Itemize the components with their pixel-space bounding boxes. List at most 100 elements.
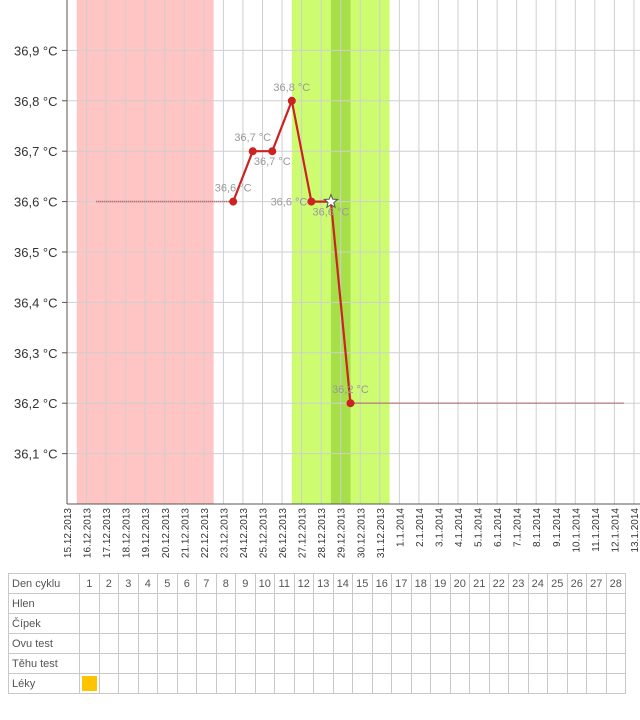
day-cell[interactable]: 3 — [118, 573, 139, 594]
day-cell[interactable] — [586, 633, 607, 654]
day-cell[interactable] — [274, 613, 295, 634]
day-cell[interactable] — [508, 673, 529, 694]
day-cell[interactable] — [254, 673, 275, 694]
day-cell[interactable] — [176, 633, 197, 654]
day-cell[interactable] — [488, 613, 509, 634]
day-cell[interactable]: 22 — [488, 573, 509, 594]
day-cell[interactable] — [566, 653, 587, 674]
day-cell[interactable] — [469, 633, 490, 654]
day-cell[interactable] — [98, 673, 119, 694]
day-cell[interactable] — [391, 633, 412, 654]
day-cell[interactable] — [391, 613, 412, 634]
day-cell[interactable] — [137, 593, 158, 614]
day-cell[interactable] — [176, 613, 197, 634]
day-cell[interactable] — [371, 633, 392, 654]
day-cell[interactable] — [176, 653, 197, 674]
day-cell[interactable] — [137, 613, 158, 634]
day-cell[interactable] — [566, 593, 587, 614]
day-cell[interactable] — [293, 653, 314, 674]
day-cell[interactable] — [488, 633, 509, 654]
day-cell[interactable] — [508, 633, 529, 654]
day-cell[interactable] — [605, 613, 626, 634]
day-cell[interactable] — [79, 593, 100, 614]
day-cell[interactable] — [371, 613, 392, 634]
day-cell[interactable] — [196, 593, 217, 614]
day-cell[interactable] — [293, 673, 314, 694]
day-cell[interactable] — [527, 613, 548, 634]
day-cell[interactable] — [254, 613, 275, 634]
day-cell[interactable] — [410, 653, 431, 674]
day-cell[interactable]: 8 — [215, 573, 236, 594]
day-cell[interactable] — [313, 673, 334, 694]
day-cell[interactable] — [371, 653, 392, 674]
day-cell[interactable]: 26 — [566, 573, 587, 594]
day-cell[interactable] — [157, 593, 178, 614]
day-cell[interactable] — [410, 593, 431, 614]
day-cell[interactable] — [430, 633, 451, 654]
day-cell[interactable] — [566, 633, 587, 654]
day-cell[interactable] — [391, 593, 412, 614]
day-cell[interactable] — [430, 593, 451, 614]
day-cell[interactable] — [215, 593, 236, 614]
day-cell[interactable]: 7 — [196, 573, 217, 594]
day-cell[interactable] — [332, 653, 353, 674]
day-cell[interactable] — [527, 673, 548, 694]
day-cell[interactable] — [196, 633, 217, 654]
day-cell[interactable] — [79, 613, 100, 634]
day-cell[interactable]: 15 — [352, 573, 373, 594]
day-cell[interactable] — [118, 593, 139, 614]
day-cell[interactable] — [391, 653, 412, 674]
day-cell[interactable]: 10 — [254, 573, 275, 594]
day-cell[interactable] — [313, 653, 334, 674]
day-cell[interactable] — [332, 593, 353, 614]
day-cell[interactable] — [98, 633, 119, 654]
day-cell[interactable] — [488, 673, 509, 694]
day-cell[interactable] — [196, 653, 217, 674]
day-cell[interactable] — [430, 653, 451, 674]
day-cell[interactable] — [79, 633, 100, 654]
day-cell[interactable] — [157, 633, 178, 654]
day-cell[interactable] — [215, 633, 236, 654]
day-cell[interactable]: 16 — [371, 573, 392, 594]
day-cell[interactable] — [235, 613, 256, 634]
day-cell[interactable] — [79, 673, 100, 694]
day-cell[interactable] — [547, 653, 568, 674]
day-cell[interactable] — [176, 593, 197, 614]
day-cell[interactable] — [137, 653, 158, 674]
day-cell[interactable] — [488, 653, 509, 674]
day-cell[interactable] — [313, 633, 334, 654]
day-cell[interactable] — [196, 673, 217, 694]
day-cell[interactable] — [605, 673, 626, 694]
day-cell[interactable]: 19 — [430, 573, 451, 594]
day-cell[interactable] — [118, 633, 139, 654]
day-cell[interactable] — [488, 593, 509, 614]
day-cell[interactable]: 17 — [391, 573, 412, 594]
day-cell[interactable] — [137, 633, 158, 654]
day-cell[interactable] — [254, 633, 275, 654]
day-cell[interactable] — [566, 613, 587, 634]
day-cell[interactable] — [293, 593, 314, 614]
day-cell[interactable] — [605, 633, 626, 654]
day-cell[interactable]: 13 — [313, 573, 334, 594]
day-cell[interactable] — [527, 633, 548, 654]
day-cell[interactable] — [605, 653, 626, 674]
day-cell[interactable] — [215, 673, 236, 694]
day-cell[interactable]: 6 — [176, 573, 197, 594]
day-cell[interactable] — [508, 593, 529, 614]
day-cell[interactable]: 27 — [586, 573, 607, 594]
day-cell[interactable] — [586, 593, 607, 614]
day-cell[interactable]: 25 — [547, 573, 568, 594]
day-cell[interactable] — [196, 613, 217, 634]
day-cell[interactable] — [157, 613, 178, 634]
day-cell[interactable] — [293, 633, 314, 654]
day-cell[interactable] — [176, 673, 197, 694]
day-cell[interactable] — [352, 633, 373, 654]
day-cell[interactable] — [586, 653, 607, 674]
day-cell[interactable] — [274, 593, 295, 614]
day-cell[interactable] — [274, 653, 295, 674]
day-cell[interactable]: 14 — [332, 573, 353, 594]
day-cell[interactable] — [449, 613, 470, 634]
day-cell[interactable]: 18 — [410, 573, 431, 594]
day-cell[interactable] — [410, 673, 431, 694]
day-cell[interactable]: 1 — [79, 573, 100, 594]
